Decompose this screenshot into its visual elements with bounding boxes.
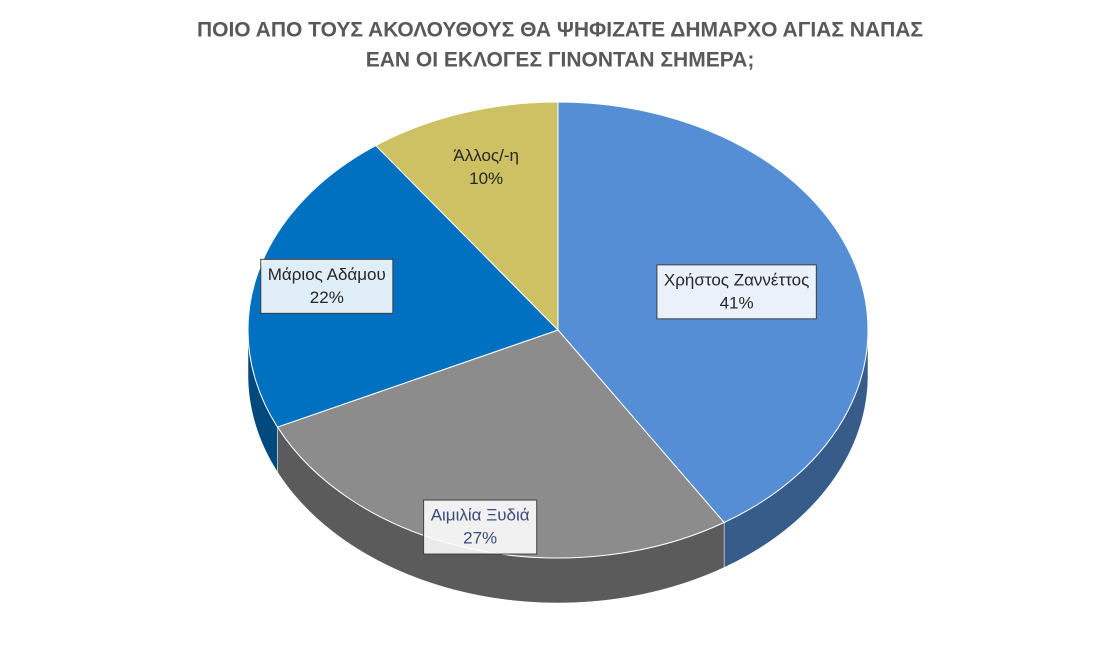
label-value: 10%	[469, 169, 503, 188]
data-label: Άλλος/-η 10%	[453, 146, 519, 188]
label-box	[423, 499, 538, 555]
data-label: Αιμιλία Ξυδιά 27%	[423, 499, 538, 555]
label-name: Μάριος Αδάμου	[268, 265, 386, 284]
data-label: Χρήστος Ζαννέττος 41%	[656, 264, 817, 320]
chart-title: ΕΑΝ ΟΙ ΕΚΛΟΓΕΣ ΓΙΝΟΝΤΑΝ ΣΗΜΕΡΑ;	[366, 49, 755, 72]
pie-slice	[247, 144, 559, 428]
label-name: Αιμιλία Ξυδιά	[431, 506, 530, 525]
label-value: 27%	[463, 529, 497, 548]
chart-title: ΠΟΙΟ ΑΠΟ ΤΟΥΣ ΑΚΟΛΟΥΘΟΥΣ ΘΑ ΨΗΦΙΖΑΤΕ ΔΗΜ…	[197, 19, 923, 42]
label-box	[656, 264, 817, 320]
data-label: Μάριος Αδάμου 22%	[260, 258, 394, 314]
label-name: Άλλος/-η	[453, 146, 519, 165]
label-box	[260, 258, 394, 314]
label-name: Χρήστος Ζαννέττος	[664, 270, 809, 289]
label-value: 41%	[720, 293, 754, 312]
label-value: 22%	[310, 288, 344, 307]
pie-slice	[374, 101, 559, 332]
